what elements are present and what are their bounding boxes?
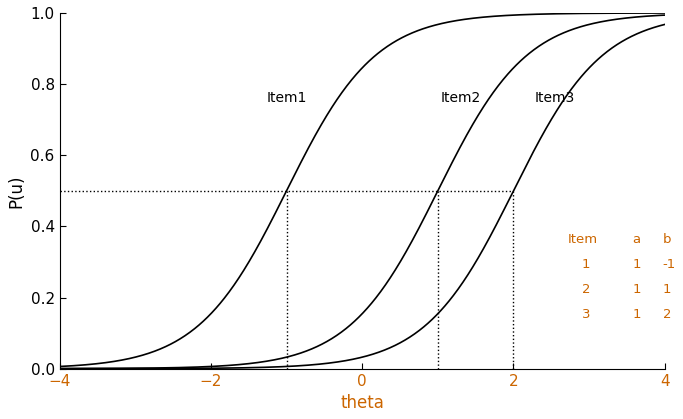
Text: 1: 1 [632,259,641,272]
Text: 1: 1 [582,259,590,272]
Y-axis label: P(u): P(u) [7,174,25,207]
Text: Item1: Item1 [266,91,307,105]
Text: 1: 1 [663,283,671,296]
Text: Item2: Item2 [441,91,481,105]
Text: -1: -1 [663,259,675,272]
Text: 1: 1 [632,283,641,296]
Text: a: a [632,233,641,246]
Text: 2: 2 [663,308,671,321]
Text: 3: 3 [582,308,590,321]
Text: Item3: Item3 [535,91,575,105]
Text: Item: Item [568,233,598,246]
X-axis label: theta: theta [340,394,384,412]
Text: b: b [663,233,671,246]
Text: 2: 2 [582,283,590,296]
Text: 1: 1 [632,308,641,321]
